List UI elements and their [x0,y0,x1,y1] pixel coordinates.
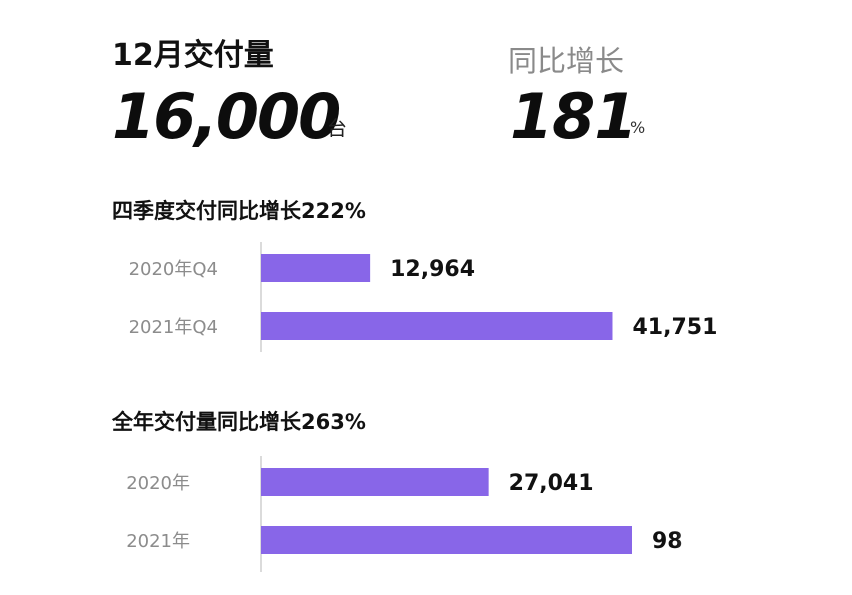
monthly-delivery-label: 12月交付量 [112,38,274,73]
annual-delivery-chart: 2020年 27,041 2021年 98 [0,452,852,577]
image-fade-overlay [676,516,736,560]
yoy-growth-unit: % [630,118,646,137]
q4-category-label: 2020年Q4 [129,259,218,280]
yoy-growth-value: 181 [510,80,637,153]
q4-delivery-chart-svg: 2020年Q4 12,964 2021年Q4 41,751 [129,242,717,352]
monthly-delivery-unit: 台 [327,116,347,140]
annual-chart-title: 全年交付量同比增长263% [112,410,366,434]
monthly-delivery-value: 16,000 [112,80,341,153]
annual-bar [261,526,632,554]
yoy-growth-label: 同比增长 [508,44,625,78]
annual-value-label: 27,041 [509,471,594,496]
q4-delivery-chart: 2020年Q4 12,964 2021年Q4 41,751 [0,238,852,358]
q4-value-label: 41,751 [632,315,717,340]
q4-value-label: 12,964 [390,257,475,282]
q4-bar [261,312,613,340]
q4-chart-title: 四季度交付同比增长222% [112,199,366,223]
annual-category-label: 2021年 [126,531,190,552]
q4-category-label: 2021年Q4 [129,317,218,338]
annual-bar [261,468,489,496]
annual-category-label: 2020年 [126,473,190,494]
q4-bar [261,254,371,282]
